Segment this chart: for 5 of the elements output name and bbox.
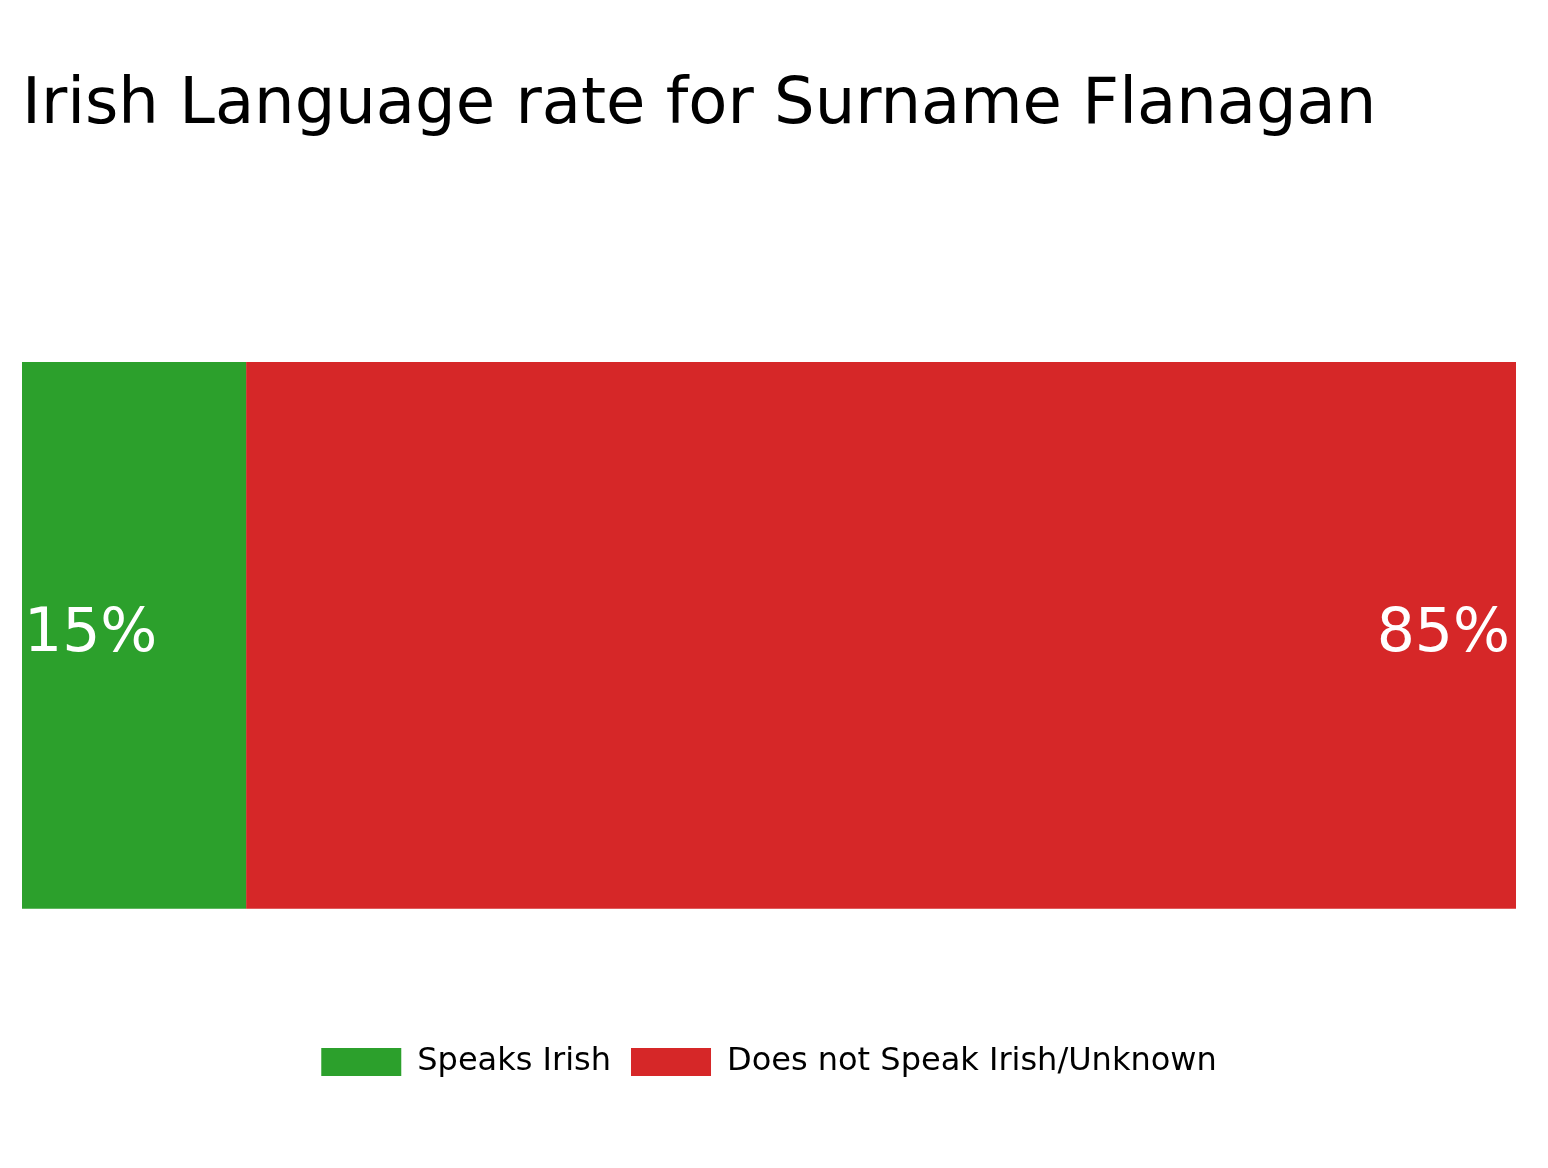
chart-title: Irish Language rate for Surname Flanagan	[22, 64, 1377, 139]
legend-label: Speaks Irish	[417, 1040, 612, 1079]
data-label: 85%	[1376, 594, 1510, 665]
legend-label: Does not Speak Irish/Unknown	[727, 1040, 1217, 1079]
data-label: 15%	[24, 594, 158, 665]
